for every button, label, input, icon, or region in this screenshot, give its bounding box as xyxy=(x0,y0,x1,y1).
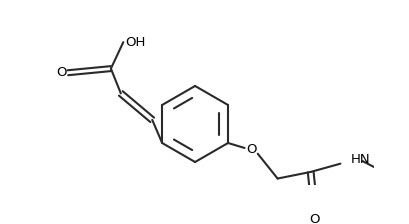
Text: OH: OH xyxy=(125,36,145,49)
Text: HN: HN xyxy=(350,153,369,166)
Text: O: O xyxy=(56,66,66,79)
Text: O: O xyxy=(245,143,256,156)
Text: O: O xyxy=(309,213,319,224)
